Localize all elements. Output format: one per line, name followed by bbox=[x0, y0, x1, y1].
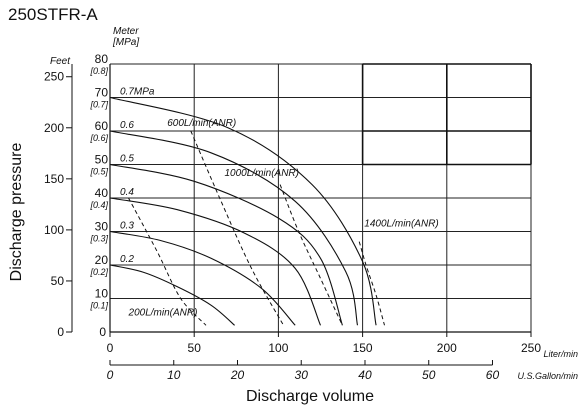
x-tick-label: 150 bbox=[353, 341, 373, 355]
x-tick-label: 0 bbox=[107, 341, 114, 355]
x-tick-label: 250 bbox=[521, 341, 541, 355]
feet-tick-label: 100 bbox=[44, 223, 64, 237]
gallon-tick-label: 20 bbox=[230, 368, 245, 382]
meter-tick-label: 60 bbox=[95, 119, 109, 133]
y-unit-feet: Feet bbox=[50, 56, 71, 67]
pressure-curve bbox=[109, 130, 359, 326]
pressure-curve bbox=[109, 96, 377, 326]
air-consumption-curve bbox=[128, 197, 207, 326]
air-consumption-curves: 200L/min(ANR) 600L/min(ANR) 1000L/min(ANR)… bbox=[128, 118, 439, 326]
pressure-curve bbox=[109, 230, 296, 326]
gallon-tick-label: 40 bbox=[358, 368, 372, 382]
air-consumption-curve bbox=[190, 130, 284, 326]
air-consumption-label: 200L/min(ANR) bbox=[128, 307, 198, 318]
meter-tick-label: 10 bbox=[95, 287, 109, 301]
y-unit-mpa: [MPa] bbox=[112, 37, 139, 48]
meter-tick-label: 20 bbox=[95, 253, 109, 267]
pressure-curve-label: 0.7MPa bbox=[120, 87, 155, 98]
pressure-curve-label: 0.3 bbox=[120, 221, 134, 232]
x-unit-liter: Liter/min bbox=[543, 349, 578, 359]
air-consumption-label: 600L/min(ANR) bbox=[167, 118, 236, 129]
mpa-tick-label: [0.5] bbox=[89, 167, 108, 177]
pressure-curves: 0.2 0.3 0.4 0.5 0.6 0.7MPa bbox=[109, 87, 377, 326]
pressure-curve bbox=[109, 264, 235, 326]
meter-tick-label: 70 bbox=[95, 86, 109, 100]
mpa-tick-label: [0.4] bbox=[89, 200, 108, 210]
grid bbox=[109, 63, 532, 333]
feet-tick-label: 50 bbox=[51, 274, 65, 288]
pressure-curve-label: 0.4 bbox=[120, 187, 134, 198]
pressure-curve-label: 0.5 bbox=[120, 154, 134, 165]
feet-tick-label: 250 bbox=[44, 70, 64, 84]
gallon-tick-label: 60 bbox=[486, 368, 500, 382]
mpa-tick-label: [0.2] bbox=[89, 267, 108, 277]
pressure-curve bbox=[109, 197, 322, 326]
meter-tick-label: 80 bbox=[95, 52, 109, 66]
air-consumption-curve bbox=[279, 184, 343, 326]
meter-tick-label: 50 bbox=[95, 153, 109, 167]
x-tick-label: 200 bbox=[437, 341, 457, 355]
feet-tick-label: 200 bbox=[44, 121, 64, 135]
x-tick-label: 50 bbox=[188, 341, 202, 355]
feet-tick-label: 0 bbox=[57, 325, 64, 339]
gallon-tick-label: 50 bbox=[422, 368, 436, 382]
air-consumption-label: 1000L/min(ANR) bbox=[225, 168, 299, 179]
mpa-tick-label: [0.7] bbox=[89, 100, 108, 110]
pressure-curve bbox=[109, 163, 343, 326]
meter-tick-label: 40 bbox=[95, 186, 109, 200]
gallon-tick-label: 30 bbox=[295, 368, 309, 382]
pressure-curve-label: 0.6 bbox=[120, 120, 134, 131]
meter-tick-label: 30 bbox=[95, 220, 109, 234]
meter-tick-label: 0 bbox=[99, 325, 106, 339]
y-unit-meter: Meter bbox=[113, 26, 139, 37]
mpa-tick-label: [0.8] bbox=[89, 66, 108, 76]
mpa-tick-label: [0.6] bbox=[89, 133, 108, 143]
mpa-tick-label: [0.1] bbox=[89, 301, 108, 311]
gallon-tick-label: 0 bbox=[107, 368, 114, 382]
gallon-tick-label: 10 bbox=[167, 368, 181, 382]
pressure-curve-label: 0.2 bbox=[120, 254, 134, 265]
chart-title: 250STFR-A bbox=[8, 5, 98, 24]
x-axis-title: Discharge volume bbox=[246, 388, 374, 405]
air-consumption-curve bbox=[358, 241, 385, 326]
air-consumption-label: 1400L/min(ANR) bbox=[364, 218, 438, 229]
y-axis-title: Discharge pressure bbox=[8, 143, 25, 282]
x-tick-label: 100 bbox=[268, 341, 288, 355]
axis-ticks: 050100150200250010[0.1]20[0.2]30[0.3]40[… bbox=[44, 52, 541, 382]
mpa-tick-label: [0.3] bbox=[89, 234, 108, 244]
x2-unit-gallon: U.S.Gallon/min bbox=[517, 371, 578, 381]
feet-tick-label: 150 bbox=[44, 172, 64, 186]
